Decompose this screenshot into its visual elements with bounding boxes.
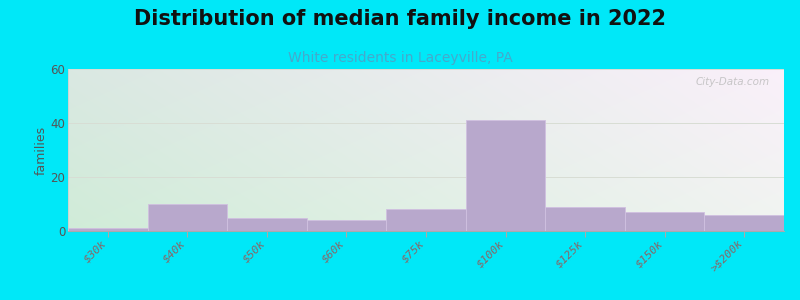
Text: Distribution of median family income in 2022: Distribution of median family income in … xyxy=(134,9,666,29)
Bar xyxy=(705,215,784,231)
Text: City-Data.com: City-Data.com xyxy=(695,77,770,87)
Bar xyxy=(306,220,386,231)
Bar xyxy=(147,204,227,231)
Bar xyxy=(625,212,705,231)
Bar xyxy=(386,209,466,231)
Bar xyxy=(227,218,306,231)
Text: White residents in Laceyville, PA: White residents in Laceyville, PA xyxy=(288,51,512,65)
Bar xyxy=(466,120,546,231)
Bar xyxy=(68,228,147,231)
Y-axis label: families: families xyxy=(34,125,47,175)
Bar xyxy=(546,207,625,231)
